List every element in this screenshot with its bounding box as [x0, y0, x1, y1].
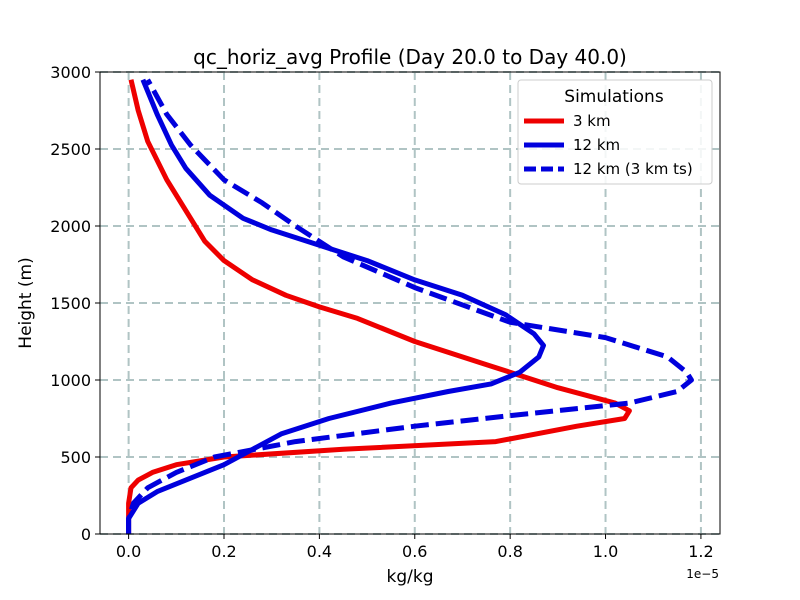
x-tick-label: 0.0 — [116, 542, 141, 561]
series-line-12-km — [126, 78, 546, 534]
x-tick-label: 1.2 — [688, 542, 713, 561]
x-tick-label: 0.6 — [402, 542, 427, 561]
y-tick-label: 1500 — [50, 294, 91, 313]
x-tick-label: 0.8 — [497, 542, 522, 561]
x-tick-label: 0.2 — [211, 542, 236, 561]
x-tick-label: 1.0 — [593, 542, 618, 561]
x-axis-label: kg/kg — [387, 567, 434, 587]
y-tick-label: 3000 — [50, 63, 91, 82]
axis-ticks: 0.0 0.2 0.4 0.6 0.8 1.0 1.2 0 500 1000 1500 2000 250… — [50, 63, 713, 561]
x-tick-label: 0.4 — [307, 542, 332, 561]
legend-label: 12 km (3 km ts) — [573, 160, 693, 178]
chart-title: qc_horiz_avg Profile (Day 20.0 to Day 40… — [193, 45, 627, 69]
legend: Simulations 3 km 12 km 12 km (3 km ts) — [517, 79, 713, 185]
legend-title: Simulations — [564, 87, 664, 107]
y-tick-label: 2500 — [50, 140, 91, 159]
legend-box — [517, 79, 713, 185]
legend-label: 12 km — [573, 136, 620, 154]
y-tick-label: 500 — [60, 448, 91, 467]
y-tick-label: 2000 — [50, 217, 91, 236]
y-axis-label: Height (m) — [16, 257, 36, 348]
legend-entries: 3 km 12 km 12 km (3 km ts) — [524, 112, 693, 178]
legend-label: 3 km — [573, 112, 611, 130]
series-line-12-km-3-km-ts — [126, 78, 694, 534]
series-lines — [126, 78, 694, 534]
x-axis-offset-label: 1e−5 — [686, 567, 719, 581]
y-tick-label: 0 — [81, 525, 91, 544]
series-line-3-km — [126, 79, 632, 534]
y-tick-label: 1000 — [50, 371, 91, 390]
